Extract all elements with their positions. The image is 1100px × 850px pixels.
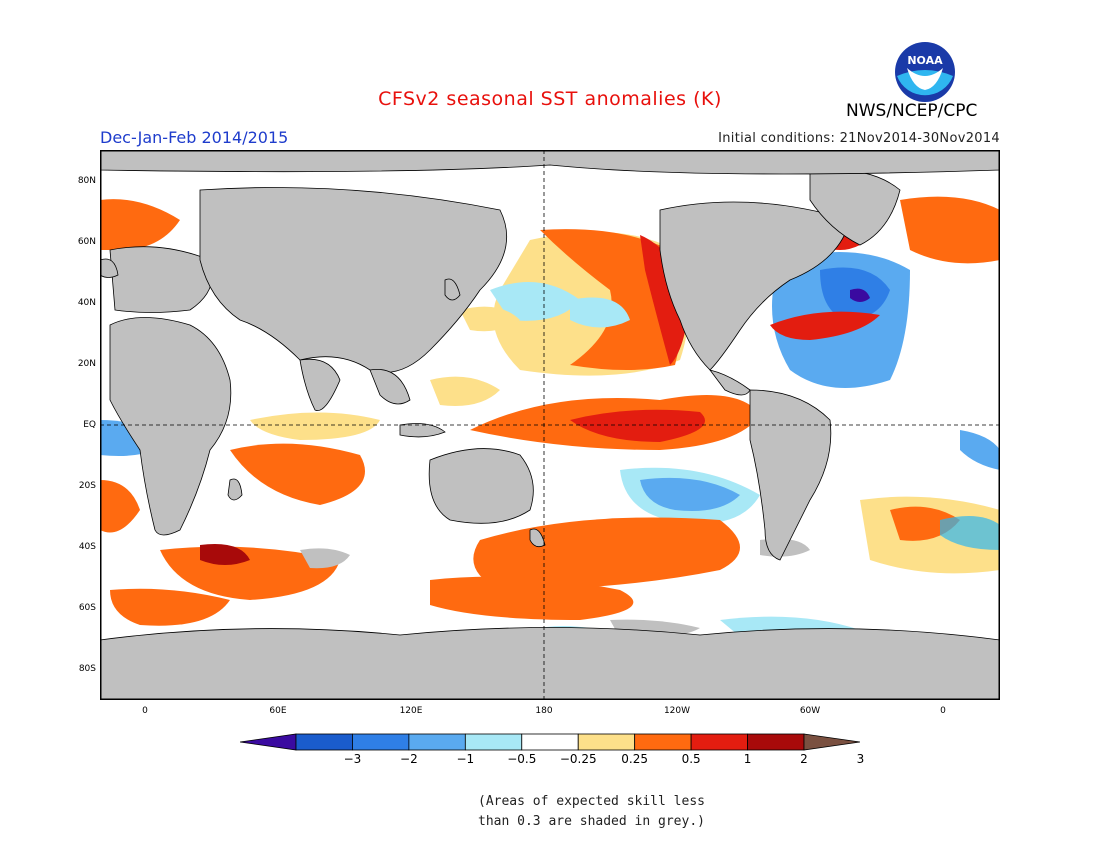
colorbar-label: 2 bbox=[800, 752, 808, 766]
lat-tick: 60S bbox=[78, 603, 96, 613]
noaa-logo: NOAA bbox=[895, 42, 955, 102]
lon-tick: 120W bbox=[663, 706, 691, 716]
lat-tick: 40S bbox=[78, 542, 96, 552]
lon-tick: 120E bbox=[399, 706, 423, 716]
colorbar-label: 1 bbox=[743, 752, 752, 766]
season-label: Dec-Jan-Feb 2014/2015 bbox=[100, 128, 289, 147]
colorbar-label: −0.5 bbox=[507, 752, 537, 766]
lon-tick: 0 bbox=[940, 706, 946, 716]
colorbar-triangle-low bbox=[240, 733, 297, 751]
lat-tick: 40N bbox=[77, 298, 96, 308]
colorbar-swatch bbox=[690, 733, 748, 751]
agency-label: NWS/NCEP/CPC bbox=[846, 101, 978, 121]
logo-text: NOAA bbox=[907, 54, 943, 67]
colorbar bbox=[240, 733, 860, 751]
sst-anomaly-map bbox=[100, 150, 1000, 700]
lat-tick: 20S bbox=[78, 481, 96, 491]
map-frame bbox=[100, 150, 1000, 700]
colorbar-triangle-high bbox=[803, 733, 860, 751]
colorbar-swatch bbox=[295, 733, 353, 751]
lat-tick: EQ bbox=[83, 420, 96, 430]
colorbar-swatch bbox=[634, 733, 692, 751]
lat-tick: 60N bbox=[77, 237, 96, 247]
colorbar-swatch bbox=[464, 733, 523, 751]
colorbar-label: −1 bbox=[456, 752, 475, 766]
lon-tick: 0 bbox=[142, 706, 148, 716]
footnote-line: than 0.3 are shaded in grey.) bbox=[478, 814, 705, 829]
colorbar-swatch bbox=[352, 733, 410, 751]
lat-tick: 80S bbox=[78, 664, 96, 674]
lat-tick: 80N bbox=[77, 176, 96, 186]
colorbar-label: 3 bbox=[856, 752, 865, 766]
lon-tick: 180 bbox=[535, 706, 553, 716]
colorbar-swatch bbox=[521, 733, 579, 751]
lon-tick: 60E bbox=[269, 706, 287, 716]
colorbar-swatch bbox=[747, 733, 805, 751]
colorbar-label: 0.25 bbox=[621, 752, 649, 766]
initial-conditions-label: Initial conditions: 21Nov2014-30Nov2014 bbox=[718, 131, 1000, 146]
colorbar-label: 0.5 bbox=[681, 752, 701, 766]
colorbar-label: −3 bbox=[343, 752, 362, 766]
lon-tick: 60W bbox=[799, 706, 821, 716]
skill-footnote: (Areas of expected skill less than 0.3 a… bbox=[478, 792, 705, 832]
land-masses bbox=[100, 150, 1000, 700]
anomaly-field bbox=[100, 196, 1000, 651]
chart-title: CFSv2 seasonal SST anomalies (K) bbox=[378, 88, 722, 110]
colorbar-swatch bbox=[408, 733, 466, 751]
footnote-line: (Areas of expected skill less bbox=[478, 794, 705, 809]
colorbar-swatch bbox=[577, 733, 636, 751]
colorbar-label: −2 bbox=[400, 752, 418, 766]
lat-tick: 20N bbox=[77, 359, 96, 369]
colorbar-label: −0.25 bbox=[559, 752, 597, 766]
